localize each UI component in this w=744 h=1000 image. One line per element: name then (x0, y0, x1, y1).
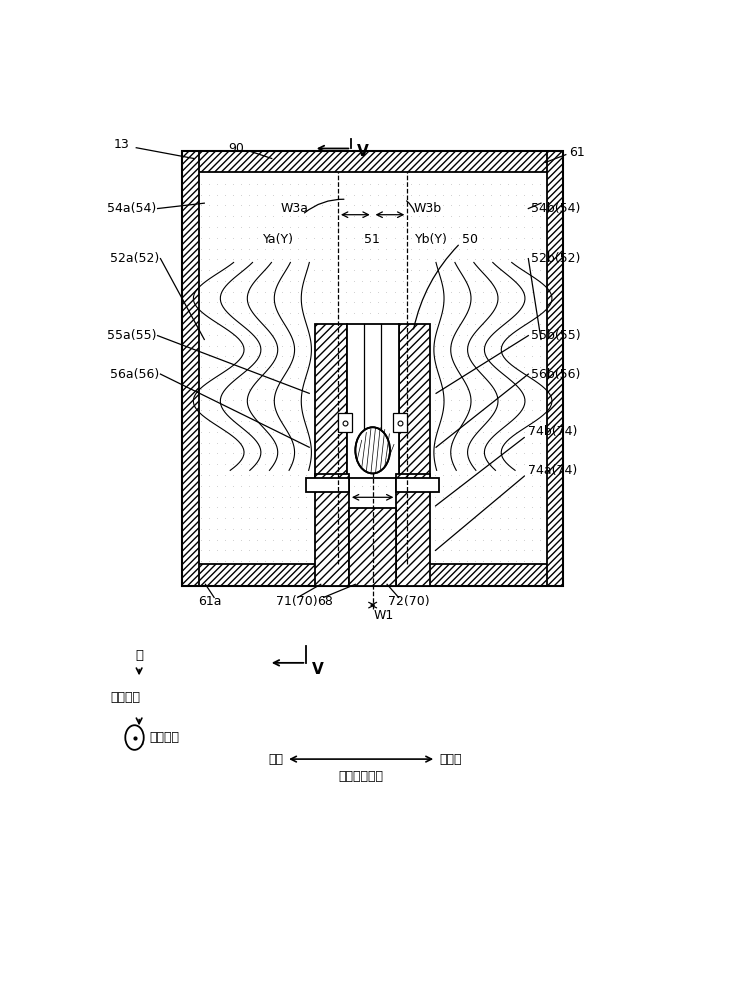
Text: 61a: 61a (198, 595, 222, 608)
Circle shape (125, 725, 144, 750)
Text: W1: W1 (373, 609, 394, 622)
Text: W3a: W3a (280, 202, 309, 215)
Text: 55b(55): 55b(55) (531, 329, 581, 342)
Text: 52b(52): 52b(52) (531, 252, 580, 265)
Text: 50: 50 (462, 233, 478, 246)
Bar (547, 151, 563, 586)
Circle shape (356, 427, 390, 473)
Bar (307, 478, 349, 492)
Text: Ya(Y): Ya(Y) (263, 233, 294, 246)
Text: 90: 90 (228, 142, 244, 155)
Text: W2: W2 (356, 398, 376, 411)
Text: Yb(Y): Yb(Y) (414, 233, 448, 246)
Text: 54b(54): 54b(54) (531, 202, 580, 215)
Bar (182, 151, 199, 586)
Text: 71(70): 71(70) (276, 595, 318, 608)
Bar (393, 413, 407, 432)
Bar (315, 474, 349, 586)
Text: 上: 上 (135, 649, 143, 662)
Bar (182, 151, 563, 172)
Text: 13: 13 (113, 138, 129, 151)
Text: W3b: W3b (414, 202, 442, 215)
Text: 72(70): 72(70) (388, 595, 430, 608)
Text: 另一側: 另一側 (439, 753, 461, 766)
Text: 機体長度方向: 機体長度方向 (339, 770, 384, 783)
Bar (347, 324, 399, 478)
Text: 52a(52): 52a(52) (110, 252, 159, 265)
Bar (182, 151, 563, 586)
Text: 一側: 一側 (269, 753, 283, 766)
Text: 54a(54): 54a(54) (107, 202, 157, 215)
Text: 61: 61 (568, 146, 585, 159)
Bar (349, 508, 397, 586)
Bar (397, 478, 439, 492)
Text: 55a(55): 55a(55) (107, 329, 157, 342)
Bar (315, 324, 347, 478)
Text: 74b(74): 74b(74) (528, 425, 577, 438)
Bar (399, 324, 430, 478)
Text: 下: 下 (135, 733, 143, 746)
Bar (339, 413, 352, 432)
Text: 74a(74): 74a(74) (528, 464, 577, 477)
Text: 68: 68 (317, 595, 333, 608)
Text: 51: 51 (364, 233, 380, 246)
Text: V: V (357, 144, 369, 159)
Text: 上下方向: 上下方向 (110, 691, 141, 704)
Bar (397, 474, 430, 586)
Text: 56a(56): 56a(56) (110, 368, 159, 381)
Text: 延伸方向: 延伸方向 (149, 731, 179, 744)
Text: 56b(56): 56b(56) (531, 368, 580, 381)
Text: V: V (312, 662, 324, 677)
Bar (182, 564, 563, 586)
